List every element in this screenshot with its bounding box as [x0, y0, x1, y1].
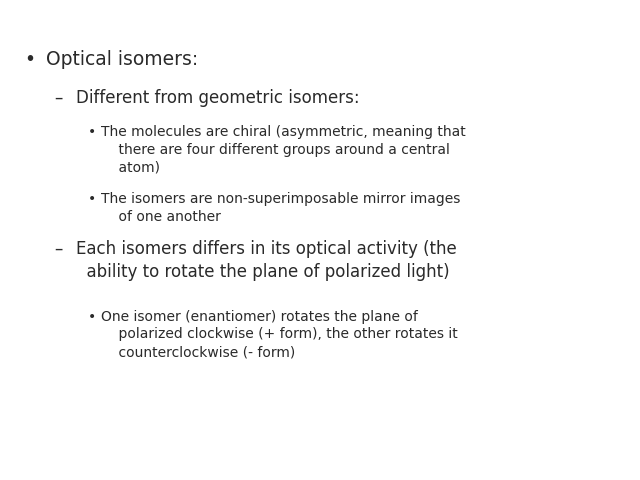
Text: Different from geometric isomers:: Different from geometric isomers:: [76, 89, 359, 107]
Text: The isomers are non-superimposable mirror images
    of one another: The isomers are non-superimposable mirro…: [101, 192, 461, 224]
Text: Optical isomers:: Optical isomers:: [46, 50, 198, 70]
Text: •: •: [88, 310, 97, 324]
Text: •: •: [88, 192, 97, 206]
Text: The molecules are chiral (asymmetric, meaning that
    there are four different : The molecules are chiral (asymmetric, me…: [101, 125, 466, 175]
Text: –: –: [54, 240, 63, 258]
Text: •: •: [88, 125, 97, 139]
Text: –: –: [54, 89, 63, 107]
Text: One isomer (enantiomer) rotates the plane of
    polarized clockwise (+ form), t: One isomer (enantiomer) rotates the plan…: [101, 310, 458, 360]
Text: •: •: [24, 50, 35, 70]
Text: Each isomers differs in its optical activity (the
  ability to rotate the plane : Each isomers differs in its optical acti…: [76, 240, 456, 281]
